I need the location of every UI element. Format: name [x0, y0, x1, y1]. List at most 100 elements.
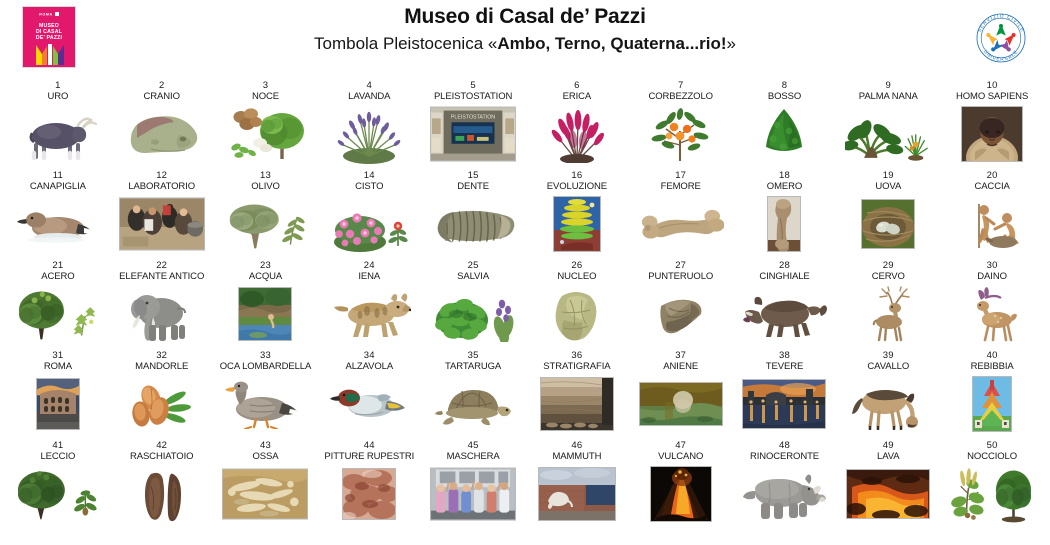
tombola-cell-15[interactable]: 15 DENTE	[421, 168, 525, 258]
tombola-cell-14[interactable]: 14 CISTO	[317, 168, 421, 258]
sage-plant-icon	[430, 284, 516, 344]
cell-number: 35	[467, 350, 479, 361]
tombola-cell-10[interactable]: 10 HOMO SAPIENS	[940, 78, 1044, 168]
tombola-cell-32[interactable]: 32 MANDORLE	[110, 348, 214, 438]
tombola-cell-30[interactable]: 30 DAINO	[940, 258, 1044, 348]
tombola-cell-5[interactable]: 5 PLEISTOSTATION PLEISTOSTATION	[421, 78, 525, 168]
cell-number: 39	[882, 350, 894, 361]
tombola-cell-36[interactable]: 36 STRATIGRAFIA	[525, 348, 629, 438]
cell-label: CANAPIGLIA	[29, 181, 86, 192]
tombola-cell-13[interactable]: 13 OLIVO	[214, 168, 318, 258]
tombola-cell-24[interactable]: 24 IENA	[317, 258, 421, 348]
evolution-painting-icon	[534, 194, 620, 254]
cell-number: 19	[882, 170, 894, 181]
holm-oak-icon	[15, 464, 101, 524]
cell-number: 21	[52, 260, 64, 271]
tombola-cell-19[interactable]: 19 UOVA	[836, 168, 940, 258]
tombola-cell-49[interactable]: 49 LAVA	[836, 438, 940, 528]
tombola-cell-35[interactable]: 35 TARTARUGA	[421, 348, 525, 438]
tombola-cell-7[interactable]: 7 CORBEZZOLO	[629, 78, 733, 168]
cell-label: LAVANDA	[348, 91, 391, 102]
tombola-cell-50[interactable]: 50 NOCCIOLO	[940, 438, 1044, 528]
heather-icon	[534, 104, 620, 164]
cell-number: 33	[260, 350, 271, 361]
cell-number: 16	[571, 170, 583, 181]
tombola-cell-16[interactable]: 16 EVOLUZIONE	[525, 168, 629, 258]
cell-label: UOVA	[875, 181, 902, 192]
cell-number: 38	[779, 350, 790, 361]
cell-number: 49	[882, 440, 894, 451]
tombola-cell-44[interactable]: 44 PITTURE RUPESTRI	[317, 438, 421, 528]
tombola-cell-22[interactable]: 22 ELEFANTE ANTICO	[110, 258, 214, 348]
tombola-cell-17[interactable]: 17 FEMORE	[629, 168, 733, 258]
white-fronted-goose-icon	[222, 374, 308, 434]
poster-header: ROMA MUSEO DI CASAL DE’ PAZZI Museo di C…	[0, 0, 1050, 78]
tombola-cell-2[interactable]: 2 CRANIO	[110, 78, 214, 168]
cell-label: ELEFANTE ANTICO	[119, 271, 205, 282]
cell-number: 18	[779, 170, 790, 181]
tombola-cell-18[interactable]: 18 OMERO	[733, 168, 837, 258]
cell-number: 40	[986, 350, 998, 361]
cell-label: NOCCIOLO	[967, 451, 1018, 462]
nest-with-eggs-icon	[845, 194, 931, 254]
cell-number: 34	[363, 350, 375, 361]
cell-label: CACCIA	[974, 181, 1010, 192]
cell-label: NUCLEO	[557, 271, 597, 282]
cell-number: 5	[470, 80, 476, 91]
tombola-cell-23[interactable]: 23 ACQUA	[214, 258, 318, 348]
cell-number: 37	[675, 350, 687, 361]
tombola-cell-34[interactable]: 34 ALZAVOLA	[317, 348, 421, 438]
cell-number: 28	[779, 260, 790, 271]
cell-number: 32	[156, 350, 168, 361]
tombola-cell-28[interactable]: 28 CINGHIALE	[733, 258, 837, 348]
tombola-cell-29[interactable]: 29 CERVO	[836, 258, 940, 348]
cell-label: PUNTERUOLO	[648, 271, 714, 282]
cell-label: IENA	[358, 271, 381, 282]
mammoth-tooth-icon	[430, 194, 516, 254]
tombola-cell-45[interactable]: 45 MASCHERA	[421, 438, 525, 528]
flint-core-icon	[534, 284, 620, 344]
olive-tree-icon	[222, 194, 308, 254]
tombola-cell-40[interactable]: 40 REBIBBIA	[940, 348, 1044, 438]
tombola-cell-39[interactable]: 39 CAVALLO	[836, 348, 940, 438]
hazel-tree-icon	[949, 464, 1035, 524]
cell-label: HOMO SAPIENS	[956, 91, 1029, 102]
tombola-cell-11[interactable]: 11 CANAPIGLIA	[6, 168, 110, 258]
cell-number: 9	[885, 80, 892, 91]
cell-number: 2	[158, 80, 165, 91]
tombola-cell-37[interactable]: 37 ANIENE	[629, 348, 733, 438]
tombola-cell-43[interactable]: 43 OSSA	[214, 438, 318, 528]
tombola-cell-1[interactable]: 1 URO	[6, 78, 110, 168]
tombola-cell-21[interactable]: 21 ACERO	[6, 258, 110, 348]
logo-museum-name: MUSEO DI CASAL DE’ PAZZI	[35, 23, 63, 42]
tombola-cell-9[interactable]: 9 PALMA NANA	[836, 78, 940, 168]
tombola-cell-47[interactable]: 47 VULCANO	[629, 438, 733, 528]
cell-label: ACERO	[41, 271, 75, 282]
gadwall-duck-icon	[15, 194, 101, 254]
tombola-cell-25[interactable]: 25 SALVIA	[421, 258, 525, 348]
tombola-cell-3[interactable]: 3 NOCE	[214, 78, 318, 168]
tombola-cell-12[interactable]: 12 LABORATORIO	[110, 168, 214, 258]
cell-number: 36	[571, 350, 583, 361]
cell-label: VULCANO	[658, 451, 704, 462]
cell-label: BOSSO	[767, 91, 802, 102]
tombola-cell-20[interactable]: 20 CACCIA	[940, 168, 1044, 258]
tombola-cell-4[interactable]: 4 LAVANDA	[317, 78, 421, 168]
rebibbia-mural-icon	[949, 374, 1035, 434]
tombola-cell-33[interactable]: 33 OCA LOMBARDELLA	[214, 348, 318, 438]
tombola-cell-46[interactable]: 46 MAMMUTH	[525, 438, 629, 528]
cell-number: 46	[571, 440, 583, 451]
femur-bone-icon	[638, 194, 724, 254]
subtitle-prefix: Tombola Pleistocenica «	[314, 34, 498, 53]
aniene-river-painting-icon	[638, 374, 724, 434]
tombola-cell-26[interactable]: 26 NUCLEO	[525, 258, 629, 348]
tombola-cell-41[interactable]: 41 LECCIO	[6, 438, 110, 528]
tombola-cell-8[interactable]: 8 BOSSO	[733, 78, 837, 168]
cell-label: LAVA	[877, 451, 900, 462]
tombola-cell-27[interactable]: 27 PUNTERUOLO	[629, 258, 733, 348]
tombola-cell-31[interactable]: 31 ROMA	[6, 348, 110, 438]
tombola-cell-38[interactable]: 38 TEVERE	[733, 348, 837, 438]
tombola-cell-6[interactable]: 6 ERICA	[525, 78, 629, 168]
tombola-cell-48[interactable]: 48 RINOCERONTE	[733, 438, 837, 528]
tombola-cell-42[interactable]: 42 RASCHIATOIO	[110, 438, 214, 528]
